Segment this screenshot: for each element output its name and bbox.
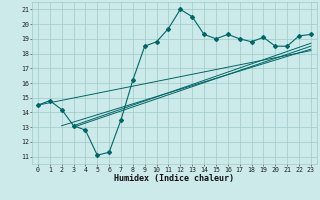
X-axis label: Humidex (Indice chaleur): Humidex (Indice chaleur) — [115, 174, 234, 183]
